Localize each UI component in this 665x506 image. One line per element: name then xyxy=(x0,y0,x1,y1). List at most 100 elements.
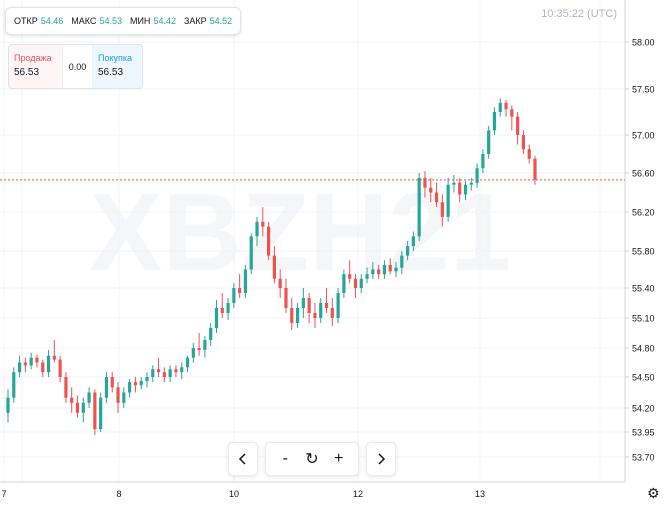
candle-body xyxy=(128,382,132,393)
candle-body xyxy=(504,102,508,110)
candle-body xyxy=(353,278,358,288)
candle-body xyxy=(388,264,392,272)
candle-body xyxy=(17,362,22,373)
candle-body xyxy=(58,359,62,377)
candle-body xyxy=(249,236,253,270)
candle-body xyxy=(46,355,51,373)
x-tick-label: 12 xyxy=(353,489,363,499)
candle-body xyxy=(330,308,334,318)
candle-body xyxy=(93,392,97,430)
candle-body xyxy=(180,367,184,373)
sell-label: Продажа xyxy=(14,53,52,63)
candle-body xyxy=(527,149,531,159)
candle-body xyxy=(145,377,149,382)
candle-body xyxy=(185,357,190,368)
spread-value: 0.00 xyxy=(62,45,93,88)
candle-body xyxy=(342,274,346,293)
x-tick-label: 7 xyxy=(1,489,6,499)
candle-body xyxy=(87,392,91,403)
candle-body xyxy=(377,269,381,275)
candle-body xyxy=(498,102,502,112)
candle-body xyxy=(226,303,230,313)
chevron-right-icon xyxy=(378,453,386,465)
scroll-right-button[interactable] xyxy=(366,442,396,476)
y-tick-label: 53.70 xyxy=(632,453,655,463)
candle-body xyxy=(214,308,219,328)
buy-price: 56.53 xyxy=(98,67,124,78)
candle-body xyxy=(99,397,103,430)
candle-body xyxy=(104,377,109,398)
candle-body xyxy=(295,308,300,323)
candle-body xyxy=(290,308,294,323)
candle-body xyxy=(203,340,207,350)
candle-body xyxy=(516,116,520,135)
y-tick-label: 55.80 xyxy=(632,247,655,257)
candle-body xyxy=(336,293,340,318)
y-tick-label: 56.20 xyxy=(632,208,655,218)
candle-body xyxy=(452,182,456,185)
candle-body xyxy=(301,298,305,308)
candle-body xyxy=(521,135,526,150)
candle-body xyxy=(475,168,479,183)
server-clock: 10:35:22 (UTC) xyxy=(541,8,617,20)
candle-body xyxy=(411,236,415,247)
candle-body xyxy=(394,267,398,272)
candle-body xyxy=(81,402,85,413)
candle-body xyxy=(168,369,172,377)
y-tick-label: 54.20 xyxy=(632,404,655,414)
x-tick-label: 13 xyxy=(475,489,485,499)
high-value: 54.53 xyxy=(99,16,122,26)
candle-body xyxy=(64,377,68,398)
candle-body xyxy=(122,392,126,403)
buy-button[interactable]: Покупка 56.53 xyxy=(93,45,142,88)
candle-body xyxy=(41,362,45,373)
candle-body xyxy=(220,308,224,313)
candle-body xyxy=(469,182,473,185)
candle-body xyxy=(156,369,161,373)
reset-chart-button[interactable]: ↻ xyxy=(305,451,319,468)
candle-body xyxy=(463,184,468,195)
zoom-out-button[interactable]: - xyxy=(282,450,288,467)
candle-body xyxy=(371,269,375,275)
y-tick-label: 56.60 xyxy=(632,169,655,179)
y-tick-label: 57.50 xyxy=(632,85,655,95)
sell-button[interactable]: Продажа 56.53 xyxy=(9,45,62,88)
candle-body xyxy=(446,184,450,217)
candle-body xyxy=(162,372,166,377)
candle-body xyxy=(151,369,155,377)
candle-body xyxy=(232,288,236,303)
candle-body xyxy=(255,221,259,237)
candle-body xyxy=(267,226,271,256)
candle-body xyxy=(284,288,288,308)
chevron-left-icon xyxy=(238,453,246,465)
y-tick-label: 55.40 xyxy=(632,284,655,294)
x-tick-label: 8 xyxy=(116,489,121,499)
candle-body xyxy=(324,303,329,308)
candle-body xyxy=(492,112,497,131)
candle-body xyxy=(243,269,248,293)
y-tick-label: 58.00 xyxy=(632,38,655,48)
candle-body xyxy=(423,177,427,188)
close-label: ЗАКР xyxy=(183,16,207,26)
candle-body xyxy=(481,154,485,169)
candle-body xyxy=(278,278,282,288)
candle-body xyxy=(23,362,27,366)
candle-body xyxy=(440,202,444,217)
candle-body xyxy=(197,348,201,350)
candle-body xyxy=(313,313,317,318)
candle-body xyxy=(238,288,242,293)
candle-body xyxy=(405,246,410,256)
candle-body xyxy=(191,348,195,358)
candle-body xyxy=(116,387,120,403)
gear-icon[interactable]: ⚙ xyxy=(647,485,660,501)
candle-body xyxy=(348,274,352,279)
candle-body xyxy=(382,264,387,275)
zoom-in-button[interactable]: + xyxy=(333,450,344,467)
scroll-left-button[interactable] xyxy=(228,442,258,476)
y-tick-label: 55.10 xyxy=(632,314,655,324)
candle-body xyxy=(209,328,213,340)
buy-label: Покупка xyxy=(98,53,133,63)
y-tick-label: 57.00 xyxy=(632,131,655,141)
candle-body xyxy=(307,298,311,313)
